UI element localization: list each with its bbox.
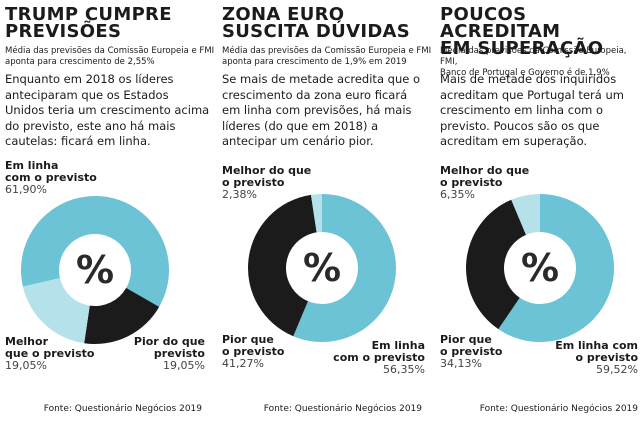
description: Enquanto em 2018 os líderes anteciparam … — [5, 72, 210, 148]
segment-label: Em linha com o previsto — [333, 339, 425, 364]
donut-segment — [466, 199, 527, 330]
center-label: % — [521, 246, 559, 290]
subtitle: Média das previsões da Comissão Europeia… — [222, 46, 432, 67]
title: ZONA EURO SUSCITA DÚVIDAS — [222, 4, 411, 42]
segment-value: 34,13% — [440, 357, 482, 370]
segment-label: Melhor do que o previsto — [222, 164, 312, 189]
segment-label: Melhor do que o previsto — [440, 164, 530, 189]
segment-value: 56,35% — [383, 363, 425, 376]
segment-value: 61,90% — [5, 183, 47, 196]
donut-segment — [22, 278, 90, 344]
segment-label: Em linha com o previsto — [555, 339, 638, 364]
donut-segment — [248, 194, 317, 337]
donut-segment — [498, 194, 614, 342]
donut-segment — [293, 194, 396, 342]
segment-label: Em linha com o previsto — [5, 159, 97, 184]
title: TRUMP CUMPRE PREVISÕES — [5, 4, 172, 42]
segment-label: Pior que o previsto — [222, 333, 285, 358]
donut-segment — [310, 194, 322, 233]
description: Se mais de metade acredita que o crescim… — [222, 72, 420, 148]
center-label: % — [303, 246, 341, 290]
donut-segment — [20, 195, 169, 307]
segment-value: 41,27% — [222, 357, 264, 370]
center-label: % — [76, 248, 114, 292]
segment-value: 19,05% — [163, 359, 205, 372]
donut-segment — [84, 287, 160, 344]
description: Mais de metade dos inquiridos acreditam … — [440, 72, 624, 148]
source: Fonte: Questionário Negócios 2019 — [263, 404, 422, 414]
segment-value: 2,38% — [222, 188, 257, 201]
segment-value: 19,05% — [5, 359, 47, 372]
segment-value: 59,52% — [596, 363, 638, 376]
source: Fonte: Questionário Negócios 2019 — [43, 404, 202, 414]
donut-segment — [511, 194, 540, 235]
segment-label: Melhor que o previsto — [5, 335, 95, 360]
segment-label: Pior que o previsto — [440, 333, 503, 358]
title: POUCOS ACREDITAM EM SUPERAÇÃO — [440, 4, 604, 59]
segment-value: 6,35% — [440, 188, 475, 201]
subtitle: Média das previsões da Comissão Europeia… — [5, 46, 215, 67]
segment-label: Pior do que previsto — [133, 335, 205, 360]
subtitle: Média das previsões da Comissão Europeia… — [440, 46, 627, 78]
source: Fonte: Questionário Negócios 2019 — [479, 404, 638, 414]
